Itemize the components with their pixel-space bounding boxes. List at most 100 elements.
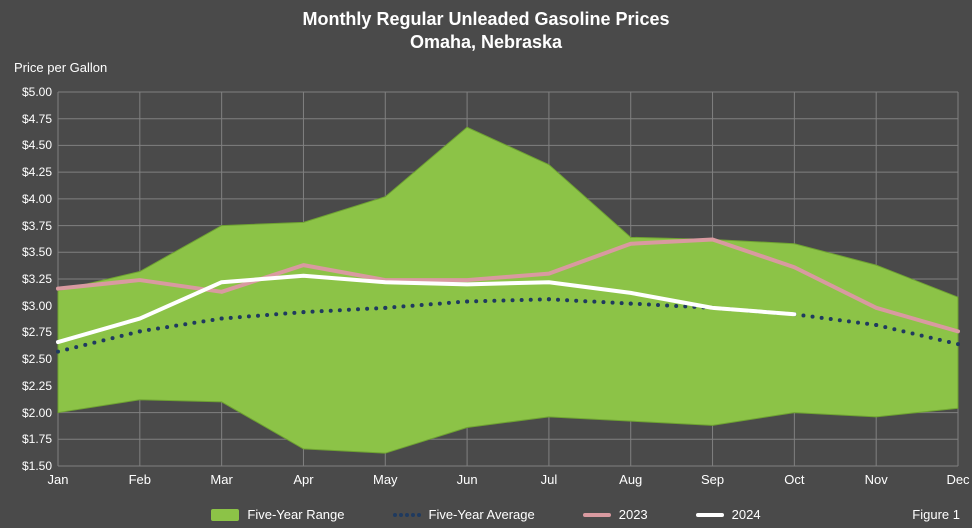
- y-tick-label: $4.75: [12, 112, 52, 126]
- avg-dot: [620, 301, 624, 305]
- avg-dot: [456, 300, 460, 304]
- avg-dot: [192, 321, 196, 325]
- y-tick-label: $3.75: [12, 219, 52, 233]
- x-tick-label: Dec: [946, 472, 969, 487]
- avg-dot: [256, 314, 260, 318]
- avg-dot: [356, 307, 360, 311]
- legend-item-y2024: 2024: [696, 507, 761, 522]
- y-tick-label: $3.50: [12, 245, 52, 259]
- avg-dot: [801, 313, 805, 317]
- avg-dot: [111, 336, 115, 340]
- legend-swatch-dots: [393, 511, 421, 519]
- avg-dot: [665, 303, 669, 307]
- avg-dot: [411, 304, 415, 308]
- avg-dot: [311, 310, 315, 314]
- y-tick-label: $3.25: [12, 272, 52, 286]
- plot-area: [0, 0, 972, 528]
- avg-dot: [938, 338, 942, 342]
- x-tick-label: Feb: [129, 472, 151, 487]
- x-tick-label: Jan: [48, 472, 69, 487]
- avg-dot: [329, 309, 333, 313]
- avg-dot: [547, 297, 551, 301]
- avg-dot: [165, 325, 169, 329]
- avg-dot: [538, 298, 542, 302]
- avg-dot: [865, 322, 869, 326]
- avg-dot: [856, 321, 860, 325]
- avg-dot: [474, 299, 478, 303]
- avg-dot: [592, 300, 596, 304]
- legend-item-avg: Five-Year Average: [393, 507, 535, 522]
- avg-dot: [638, 302, 642, 306]
- avg-dot: [647, 303, 651, 307]
- legend-label: Five-Year Range: [247, 507, 344, 522]
- avg-dot: [201, 319, 205, 323]
- avg-dot: [238, 315, 242, 319]
- avg-dot: [283, 312, 287, 316]
- avg-dot: [529, 298, 533, 302]
- avg-dot: [929, 336, 933, 340]
- avg-dot: [601, 300, 605, 304]
- avg-dot: [447, 301, 451, 305]
- y-axis-title: Price per Gallon: [14, 60, 107, 75]
- avg-dot: [229, 316, 233, 320]
- avg-dot: [147, 328, 151, 332]
- avg-dot: [401, 304, 405, 308]
- avg-dot: [365, 307, 369, 311]
- legend-swatch-line: [696, 513, 724, 517]
- avg-dot: [565, 298, 569, 302]
- avg-dot: [101, 338, 105, 342]
- avg-dot: [301, 310, 305, 314]
- y-tick-label: $1.50: [12, 459, 52, 473]
- y-tick-label: $3.00: [12, 299, 52, 313]
- y-tick-label: $5.00: [12, 85, 52, 99]
- avg-dot: [574, 299, 578, 303]
- avg-dot: [829, 317, 833, 321]
- avg-dot: [465, 299, 469, 303]
- avg-dot: [292, 311, 296, 315]
- avg-dot: [120, 334, 124, 338]
- avg-dot: [383, 306, 387, 310]
- x-tick-label: Oct: [784, 472, 804, 487]
- title-line-2: Omaha, Nebraska: [0, 31, 972, 54]
- avg-dot: [520, 298, 524, 302]
- avg-dot: [420, 303, 424, 307]
- avg-dot: [265, 313, 269, 317]
- chart-title: Monthly Regular Unleaded Gasoline Prices…: [0, 8, 972, 53]
- avg-dot: [74, 345, 78, 349]
- avg-dot: [811, 315, 815, 319]
- avg-dot: [347, 308, 351, 312]
- x-tick-label: May: [373, 472, 398, 487]
- avg-dot: [247, 314, 251, 318]
- avg-dot: [947, 340, 951, 344]
- x-tick-label: Apr: [293, 472, 313, 487]
- avg-dot: [874, 323, 878, 327]
- avg-dot: [220, 317, 224, 321]
- avg-dot: [156, 327, 160, 331]
- avg-dot: [501, 298, 505, 302]
- y-tick-label: $2.75: [12, 325, 52, 339]
- avg-dot: [883, 325, 887, 329]
- y-tick-label: $4.50: [12, 138, 52, 152]
- avg-dot: [320, 309, 324, 313]
- avg-dot: [911, 331, 915, 335]
- avg-dot: [820, 316, 824, 320]
- avg-dot: [211, 318, 215, 322]
- avg-dot: [174, 324, 178, 328]
- x-tick-label: Jun: [457, 472, 478, 487]
- legend-item-range: Five-Year Range: [211, 507, 344, 522]
- avg-dot: [920, 334, 924, 338]
- avg-dot: [183, 322, 187, 326]
- avg-dot: [83, 343, 87, 347]
- legend-swatch-area: [211, 509, 239, 521]
- avg-dot: [656, 303, 660, 307]
- y-tick-label: $2.50: [12, 352, 52, 366]
- avg-dot: [583, 299, 587, 303]
- x-tick-label: Jul: [541, 472, 558, 487]
- x-tick-label: Aug: [619, 472, 642, 487]
- avg-dot: [56, 350, 60, 354]
- figure-label: Figure 1: [912, 507, 960, 522]
- x-tick-label: Nov: [865, 472, 888, 487]
- avg-dot: [492, 299, 496, 303]
- avg-dot: [629, 302, 633, 306]
- avg-dot: [274, 312, 278, 316]
